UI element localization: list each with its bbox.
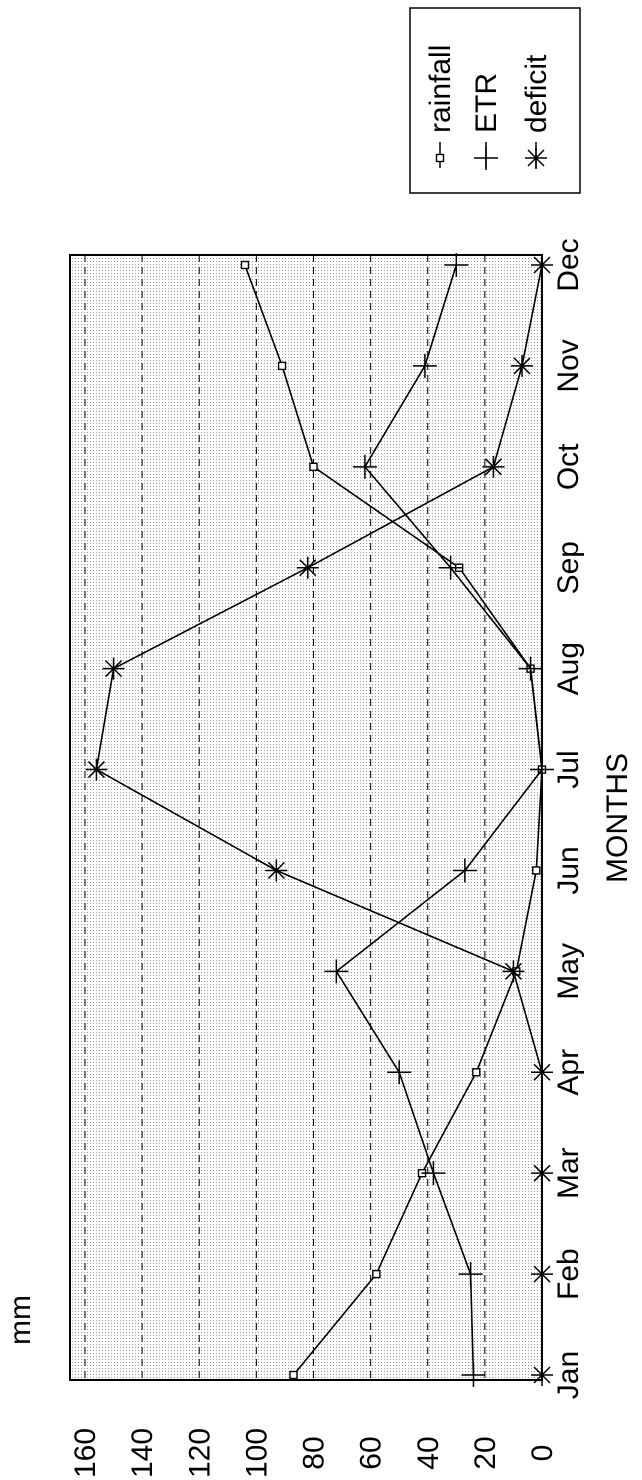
data-point-etr <box>412 353 437 378</box>
data-point-rainfall <box>289 1370 298 1380</box>
y-tick-label: 100 <box>240 1428 273 1478</box>
data-point-deficit <box>482 455 505 478</box>
marker-stroke <box>484 458 502 476</box>
data-point-etr <box>452 858 477 883</box>
y-tick-label: 20 <box>469 1436 502 1469</box>
marker-stroke <box>533 256 551 274</box>
marker-stroke <box>533 1063 551 1081</box>
data-point-rainfall <box>532 866 541 875</box>
marker-stroke <box>513 357 531 375</box>
data-point-etr <box>438 555 463 580</box>
legend: rainfall ETR deficit <box>409 7 581 194</box>
data-point-deficit <box>502 960 525 983</box>
x-tick-label: Sep <box>552 541 585 594</box>
y-tick-label: 140 <box>126 1428 159 1478</box>
legend-label-etr: ETR <box>470 73 503 133</box>
data-point-deficit <box>102 657 125 680</box>
x-tick-label: Aug <box>552 642 585 695</box>
data-point-etr <box>458 1262 483 1287</box>
data-point-etr <box>324 959 349 984</box>
y-tick-label: 80 <box>298 1436 331 1469</box>
data-point-deficit <box>531 1162 553 1185</box>
x-tick-label: Jan <box>552 1351 585 1399</box>
data-point-etr <box>461 1363 486 1387</box>
data-point-deficit <box>511 354 534 377</box>
legend-label-deficit: deficit <box>520 54 553 133</box>
marker-stroke <box>533 1366 551 1384</box>
series-line-etr <box>335 264 543 1376</box>
data-point-deficit <box>85 758 108 781</box>
legend-marker-etr <box>474 146 498 170</box>
x-tick-label: Apr <box>552 1049 585 1096</box>
y-tick-label: 40 <box>412 1436 445 1469</box>
y-tick-label: 120 <box>183 1428 216 1478</box>
marker-stroke <box>504 962 522 980</box>
data-point-deficit <box>531 254 553 276</box>
data-point-rainfall <box>277 361 287 371</box>
data-point-rainfall <box>309 462 318 472</box>
data-point-rainfall <box>240 260 250 270</box>
x-tick-label: Nov <box>552 339 585 392</box>
data-point-rainfall <box>372 1269 381 1279</box>
data-point-etr <box>518 656 543 681</box>
legend-marker-deficit <box>525 147 547 169</box>
data-point-rainfall <box>472 1068 481 1077</box>
x-tick-label: Mar <box>552 1147 585 1199</box>
marker-stroke <box>527 149 545 167</box>
legend-label-rainfall: rainfall <box>424 45 457 133</box>
data-point-etr <box>530 757 554 782</box>
plot-area <box>69 254 543 1381</box>
data-point-deficit <box>531 1061 553 1084</box>
series-line-rainfall <box>244 264 543 1376</box>
marker-stroke <box>533 1265 551 1283</box>
x-axis-label: MONTHS <box>601 753 634 883</box>
y-tick-label: 60 <box>355 1436 388 1469</box>
data-point-deficit <box>296 556 319 579</box>
y-axis-label: mm <box>4 1295 37 1345</box>
marker-stroke <box>87 761 105 779</box>
marker-stroke <box>105 660 123 678</box>
series-deficit <box>85 254 553 1386</box>
marker-stroke <box>533 1164 551 1182</box>
marker-stroke <box>299 559 317 577</box>
x-tick-label: Dec <box>552 238 585 291</box>
y-tick-label: 160 <box>69 1428 102 1478</box>
data-point-etr <box>387 1060 412 1085</box>
y-tick-label: 0 <box>526 1445 559 1462</box>
data-point-etr <box>421 1161 446 1186</box>
marker-stroke <box>267 861 285 879</box>
data-point-etr <box>444 253 469 277</box>
x-tick-label: May <box>552 943 585 1000</box>
x-tick-label: Feb <box>552 1248 585 1300</box>
data-point-etr <box>352 454 377 479</box>
data-point-deficit <box>531 1263 553 1286</box>
series-etr <box>324 253 554 1387</box>
x-tick-label: Oct <box>552 443 585 490</box>
x-tick-label: Jul <box>552 750 585 788</box>
data-point-deficit <box>265 859 288 882</box>
series-line-deficit <box>95 264 543 1375</box>
x-tick-label: Jun <box>552 846 585 894</box>
legend-marker-rainfall <box>435 153 445 163</box>
data-point-deficit <box>531 1364 553 1386</box>
